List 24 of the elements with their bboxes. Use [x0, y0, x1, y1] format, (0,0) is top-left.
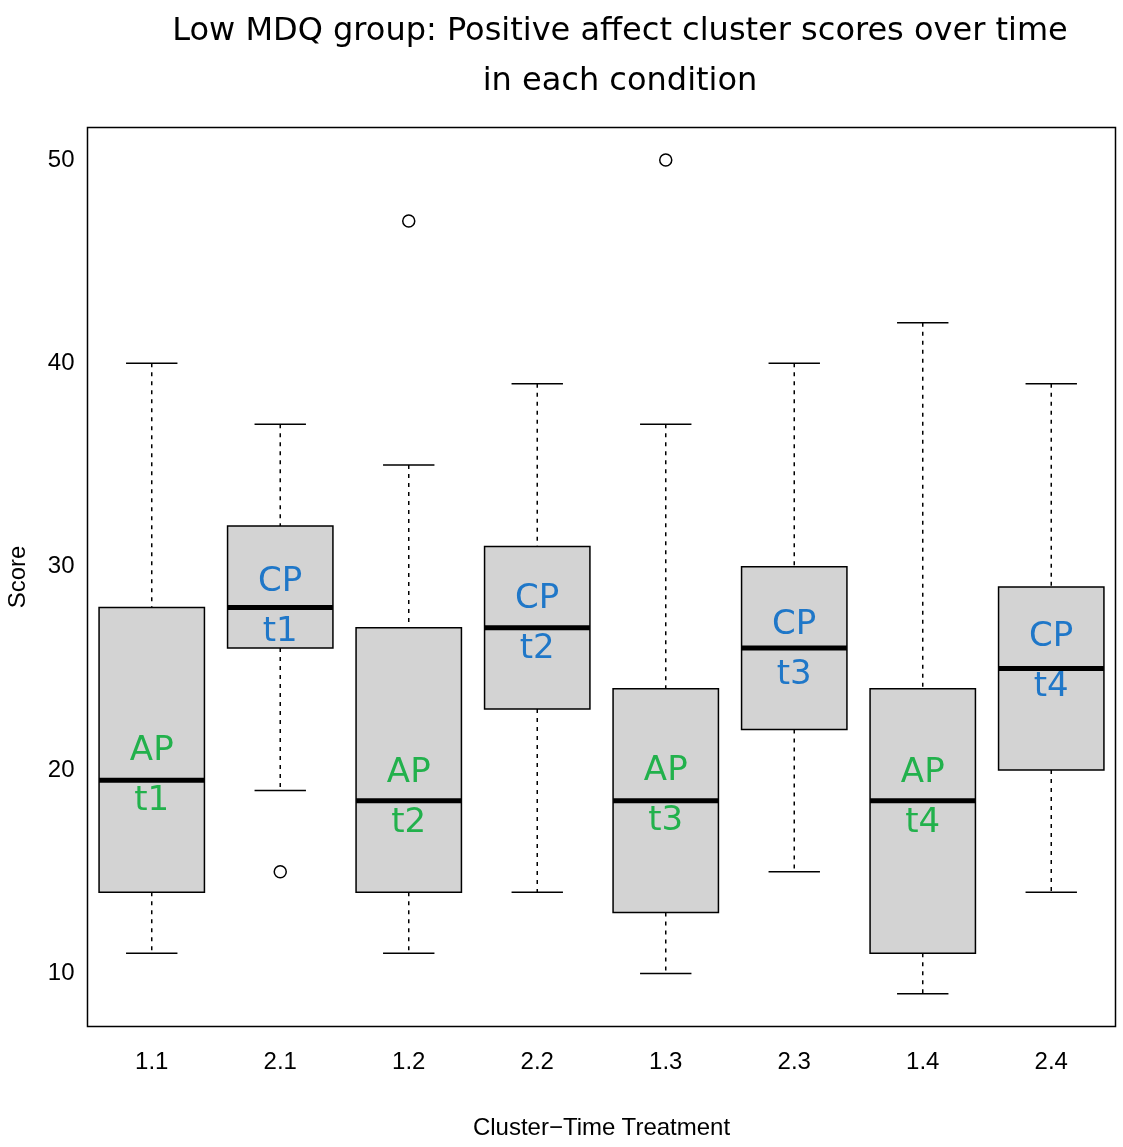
y-tick-label: 20: [47, 754, 75, 782]
x-tick-label: 2.3: [777, 1047, 811, 1075]
x-tick-label: 1.3: [649, 1047, 683, 1075]
y-tick-label: 50: [47, 144, 75, 172]
annotation: CP t1: [258, 559, 303, 650]
y-tick-label: 40: [47, 347, 75, 375]
y-axis-title: Score: [3, 545, 31, 609]
annotation: AP t2: [386, 750, 431, 841]
annotation: AP t3: [643, 748, 688, 839]
x-tick-label: 1.2: [392, 1047, 426, 1075]
x-tick-label: 2.1: [263, 1047, 297, 1075]
x-tick-label: 1.1: [135, 1047, 169, 1075]
x-tick-label: 2.4: [1034, 1047, 1068, 1075]
x-axis-title: Cluster−Time Treatment: [472, 1113, 731, 1141]
y-tick-label: 10: [47, 958, 75, 986]
annotation: AP t4: [900, 750, 945, 841]
y-tick-label: 30: [47, 551, 75, 579]
annotation: CP t3: [772, 601, 817, 692]
x-tick-label: 1.4: [906, 1047, 940, 1075]
annotation: AP t1: [129, 728, 174, 819]
annotation: CP t2: [515, 575, 560, 666]
chart-title: Low MDQ group: Positive affect cluster scores over time in each condition: [171, 9, 1069, 100]
x-tick-label: 2.2: [520, 1047, 554, 1075]
annotation: CP t4: [1029, 614, 1074, 705]
